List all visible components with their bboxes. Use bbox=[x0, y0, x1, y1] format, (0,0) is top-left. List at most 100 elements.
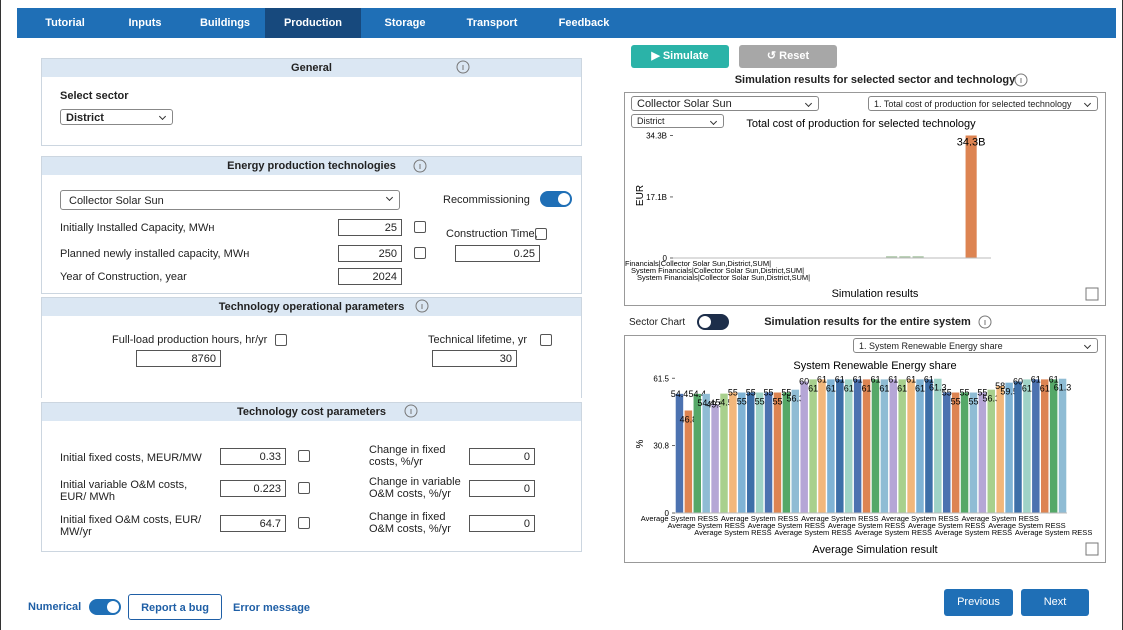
bar bbox=[702, 393, 710, 513]
label: Change in fixed O&M costs, %/yr bbox=[369, 511, 451, 535]
x-tick-label: Average System RESS bbox=[641, 514, 718, 523]
data-label: 34.3B bbox=[957, 137, 986, 149]
link[interactable]: Error message bbox=[233, 602, 311, 614]
enter-button[interactable] bbox=[298, 482, 310, 494]
input[interactable]: 0 bbox=[469, 448, 535, 465]
x-tick-label: Average System RESS bbox=[667, 521, 744, 530]
toggle[interactable] bbox=[697, 314, 729, 330]
input[interactable]: 0 bbox=[469, 480, 535, 497]
bar bbox=[925, 379, 933, 513]
toggle[interactable] bbox=[540, 191, 572, 207]
bar bbox=[809, 379, 817, 513]
bar bbox=[912, 256, 924, 258]
bar bbox=[965, 135, 977, 258]
bar bbox=[898, 379, 906, 513]
x-tick-label: Average System RESS bbox=[1015, 528, 1092, 537]
enter-button[interactable] bbox=[275, 334, 287, 346]
bar bbox=[836, 379, 844, 513]
input[interactable]: 250 bbox=[338, 245, 402, 262]
data-label: 61 bbox=[1022, 383, 1032, 393]
bar bbox=[942, 392, 951, 513]
nav-tab[interactable]: Storage bbox=[384, 17, 426, 29]
data-label: 55 bbox=[764, 388, 774, 398]
data-label: 61 bbox=[1031, 374, 1041, 384]
data-label: 61 bbox=[835, 374, 845, 384]
x-axis-label: Simulation results bbox=[832, 288, 919, 300]
nav-tab[interactable]: Tutorial bbox=[45, 17, 85, 29]
label: Technical lifetime, yr bbox=[428, 334, 528, 346]
data-label: 61 bbox=[853, 374, 863, 384]
label: Year of Construction, year bbox=[60, 271, 187, 283]
x-tick-label: Average System RESS bbox=[774, 528, 851, 537]
data-label: 61 bbox=[862, 383, 872, 393]
y-axis-label: % bbox=[635, 439, 646, 448]
tech-select[interactable]: Collector Solar Sun bbox=[631, 96, 819, 111]
sector-select[interactable]: District bbox=[60, 109, 173, 125]
input[interactable]: 0.33 bbox=[220, 448, 286, 465]
input[interactable]: 30 bbox=[432, 350, 517, 367]
bar bbox=[844, 379, 853, 513]
input[interactable]: 0.25 bbox=[455, 245, 540, 262]
technology-select[interactable]: Collector Solar Sun bbox=[60, 190, 400, 210]
data-label: 55 bbox=[737, 397, 747, 407]
input[interactable]: 0.223 bbox=[220, 480, 286, 497]
bar bbox=[886, 256, 898, 258]
x-tick-label: System Financials|Collector Solar Sun,Di… bbox=[637, 273, 810, 282]
enter-button[interactable] bbox=[535, 228, 547, 240]
data-label: 54.4 bbox=[689, 389, 707, 399]
data-label: 46.8 bbox=[680, 414, 698, 424]
nav-tab[interactable]: Transport bbox=[466, 17, 518, 29]
enter-button[interactable] bbox=[540, 334, 552, 346]
data-label: 55 bbox=[951, 397, 961, 407]
enter-button[interactable] bbox=[414, 247, 426, 259]
simulate-button[interactable]: ▶ Simulate bbox=[631, 45, 729, 68]
panel-header: Technology operational parameters bbox=[42, 298, 581, 316]
y-axis-label: EUR bbox=[635, 185, 646, 206]
sector-select[interactable]: District bbox=[631, 114, 724, 128]
nav-tab[interactable]: Buildings bbox=[199, 17, 251, 29]
nav-tab[interactable]: Feedback bbox=[558, 17, 610, 29]
input[interactable]: 2024 bbox=[338, 268, 402, 285]
x-tick-label: Average System RESS bbox=[961, 514, 1038, 523]
nav-tab[interactable]: Production bbox=[265, 8, 361, 38]
bar bbox=[1049, 379, 1058, 513]
bar bbox=[978, 392, 987, 513]
next-button[interactable]: Next bbox=[1021, 589, 1089, 616]
bar bbox=[711, 404, 719, 513]
x-tick-label: Average System RESS bbox=[801, 514, 878, 523]
data-label: 61 bbox=[870, 374, 880, 384]
bar bbox=[675, 393, 684, 513]
data-label: 61 bbox=[844, 383, 854, 393]
bar bbox=[1005, 382, 1013, 513]
x-tick-label: Average System RESS bbox=[748, 521, 825, 530]
enter-button[interactable] bbox=[298, 517, 310, 529]
chart-title: System Renewable Energy share bbox=[793, 360, 956, 372]
input[interactable]: 0 bbox=[469, 515, 535, 532]
enter-button[interactable] bbox=[298, 450, 310, 462]
y-tick-label: 0 bbox=[663, 254, 668, 263]
input[interactable]: 8760 bbox=[136, 350, 221, 367]
report-button[interactable]: Report a bug bbox=[128, 594, 222, 620]
input[interactable]: 64.7 bbox=[220, 515, 286, 532]
data-label: 55 bbox=[755, 397, 765, 407]
x-tick-label: Average System RESS bbox=[908, 521, 985, 530]
toggle[interactable] bbox=[89, 599, 121, 615]
data-label: 58 bbox=[995, 381, 1005, 391]
x-tick-label: Average System RESS bbox=[694, 528, 771, 537]
nav-tab[interactable]: Inputs bbox=[128, 17, 162, 29]
bar bbox=[1032, 379, 1040, 513]
bar bbox=[862, 379, 871, 513]
bar bbox=[800, 381, 808, 513]
bar bbox=[996, 385, 1004, 513]
reset-button[interactable]: ↺ Reset bbox=[739, 45, 837, 68]
data-label: 61 bbox=[888, 374, 898, 384]
chart-title: Total cost of production for selected te… bbox=[746, 118, 976, 130]
label: Full-load production hours, hr/yr bbox=[112, 334, 268, 346]
metric-select[interactable]: 1. Total cost of production for selected… bbox=[868, 96, 1098, 111]
enter-button[interactable] bbox=[414, 221, 426, 233]
general-panel: General bbox=[41, 58, 582, 146]
data-label: 54.4 bbox=[697, 398, 715, 408]
system-select[interactable]: 1. System Renewable Energy share bbox=[853, 338, 1098, 353]
input[interactable]: 25 bbox=[338, 219, 402, 236]
previous-button[interactable]: Previous bbox=[944, 589, 1013, 616]
